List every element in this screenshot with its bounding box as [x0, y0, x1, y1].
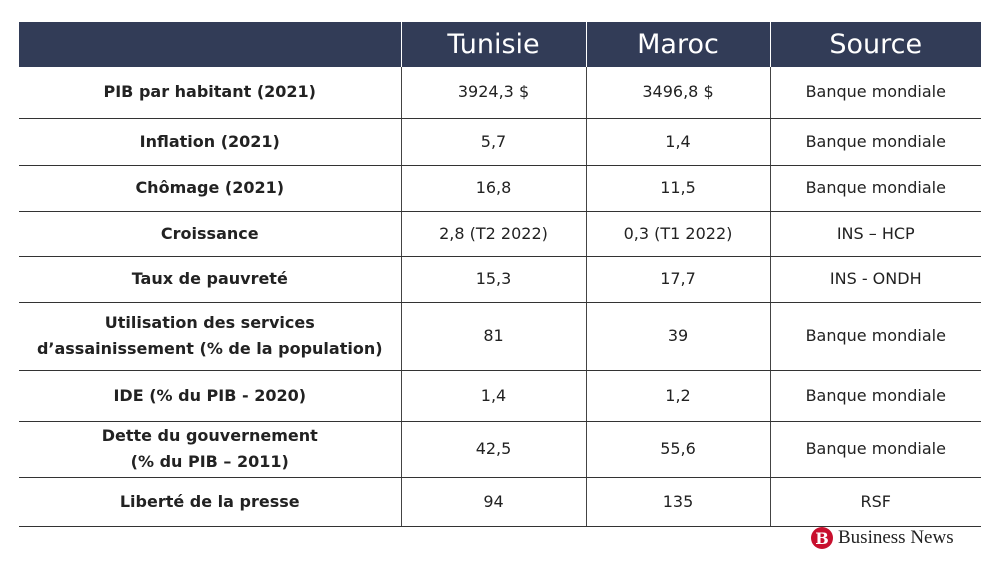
- table-cell: 5,7: [400, 118, 587, 166]
- table-cell: 0,3 (T1 2022): [585, 211, 771, 257]
- table-cell: 3496,8 $: [585, 67, 771, 119]
- row-label-line: (% du PIB – 2011): [130, 452, 289, 471]
- logo-mark: B: [811, 527, 833, 549]
- table-cell: 55,6: [585, 421, 771, 478]
- row-label: Inflation (2021): [19, 118, 402, 166]
- table-row: IDE (% du PIB - 2020) 1,4 1,2 Banque mondia…: [19, 370, 981, 422]
- table-cell: 1,2: [585, 370, 771, 422]
- row-label-line: d’assainissement (% de la population): [36, 339, 383, 358]
- table-cell: 135: [585, 477, 771, 527]
- table-cell: Banque mondiale: [769, 118, 981, 166]
- table-row: Taux de pauvreté 15,3 17,7 INS - ONDH: [19, 256, 981, 303]
- table-cell: Banque mondiale: [769, 165, 981, 212]
- table-cell: Banque mondiale: [769, 421, 981, 478]
- logo: B Business News: [811, 526, 954, 550]
- table-cell: RSF: [769, 477, 981, 527]
- table-row: Croissance 2,8 (T2 2022) 0,3 (T1 2022) INS …: [19, 211, 981, 257]
- row-label-line: Taux de pauvreté: [131, 269, 288, 288]
- row-label: Chômage (2021): [19, 165, 402, 212]
- row-label: Croissance: [19, 211, 402, 257]
- table-cell: 1,4: [400, 370, 587, 422]
- row-label: IDE (% du PIB - 2020): [19, 370, 402, 422]
- row-label: Taux de pauvreté: [19, 256, 402, 303]
- table-cell: 81: [400, 302, 587, 371]
- row-label-line: IDE (% du PIB - 2020): [113, 385, 307, 405]
- column-header: Maroc: [585, 22, 771, 67]
- row-label: PIB par habitant (2021): [19, 67, 402, 119]
- table-row: Utilisation des services d’assainissement…: [19, 302, 981, 371]
- row-label-line: Inflation (2021): [139, 131, 280, 151]
- table-cell: INS - ONDH: [769, 256, 981, 303]
- table-cell: 2,8 (T2 2022): [400, 211, 587, 257]
- row-label-line: Dette du gouvernement: [101, 426, 318, 445]
- column-header: Source: [769, 22, 981, 67]
- table-cell: 17,7: [585, 256, 771, 303]
- table-cell: 1,4: [585, 118, 771, 166]
- row-label-line: PIB par habitant (2021): [103, 82, 317, 102]
- table-cell: 39: [585, 302, 771, 371]
- header-cell: [19, 22, 402, 67]
- table-cell: 16,8: [400, 165, 587, 212]
- table-row: Chômage (2021) 16,8 11,5 Banque mondiale: [19, 165, 981, 212]
- table-cell: 15,3: [400, 256, 587, 303]
- table-cell: Banque mondiale: [769, 370, 981, 422]
- comparison-table: Tunisie Maroc Source PIB par habitant (202…: [19, 22, 981, 527]
- table-row: Dette du gouvernement (% du PIB – 2011) 42…: [19, 421, 981, 478]
- table-row: Inflation (2021) 5,7 1,4 Banque mondiale: [19, 118, 981, 166]
- table-row: PIB par habitant (2021) 3924,3 $3496,8 $ B…: [19, 67, 981, 119]
- column-header: Tunisie: [400, 22, 587, 67]
- table-cell: Banque mondiale: [769, 67, 981, 119]
- row-label-line: Liberté de la presse: [119, 491, 300, 511]
- row-label-line: Utilisation des services: [104, 313, 315, 332]
- table-cell: Banque mondiale: [769, 302, 981, 371]
- logo-text: Business News: [838, 527, 954, 548]
- table-cell: 3924,3 $: [400, 67, 587, 119]
- row-label: Utilisation des services d’assainissement…: [19, 302, 402, 371]
- table-cell: 94: [400, 477, 587, 527]
- row-label-line: Chômage (2021): [135, 178, 285, 197]
- table-row: Liberté de la presse 94 135 RSF: [19, 477, 981, 527]
- table-cell: 11,5: [585, 165, 771, 212]
- row-label: Dette du gouvernement (% du PIB – 2011): [19, 421, 402, 478]
- table-cell: 42,5: [400, 421, 587, 478]
- row-label: Liberté de la presse: [19, 477, 402, 527]
- table-cell: INS – HCP: [769, 211, 981, 257]
- row-label-line: Croissance: [160, 223, 259, 243]
- header-row: Tunisie Maroc Source: [19, 22, 981, 67]
